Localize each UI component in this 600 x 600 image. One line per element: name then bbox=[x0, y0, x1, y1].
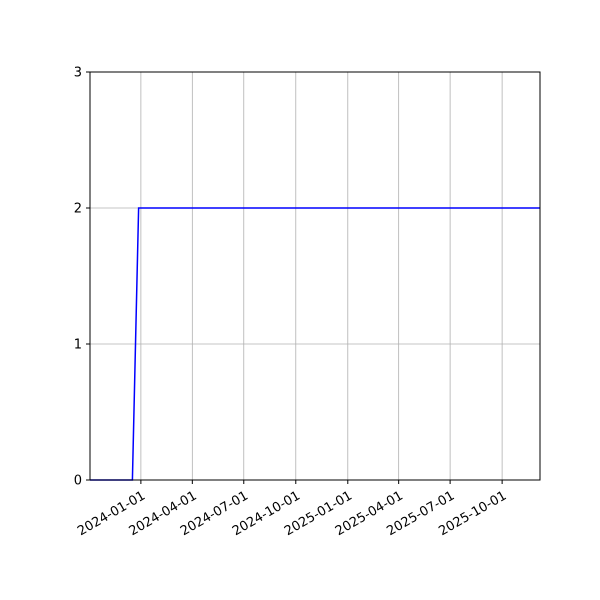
grid bbox=[90, 72, 540, 480]
y-tick-label: 3 bbox=[74, 66, 82, 81]
x-axis: 2024-01-012024-04-012024-07-012024-10-01… bbox=[75, 480, 509, 539]
y-tick-label: 1 bbox=[74, 338, 82, 353]
plot-frame bbox=[89, 71, 541, 481]
y-tick-label: 2 bbox=[74, 202, 82, 217]
y-axis: 0 1 2 3 bbox=[74, 66, 90, 489]
y-tick-label: 0 bbox=[74, 474, 82, 489]
